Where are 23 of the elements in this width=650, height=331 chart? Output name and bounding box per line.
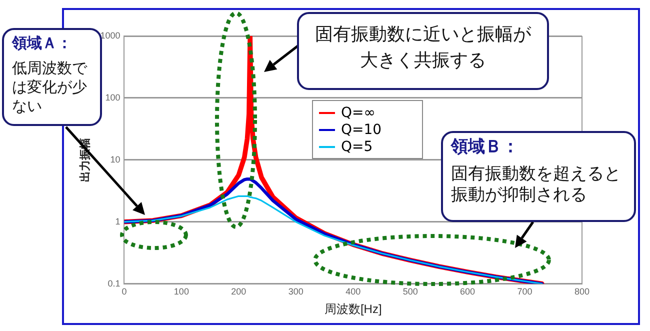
annotation: 領域Ｂ： [451,137,520,158]
x-tick-label: 600 [460,286,476,297]
x-tick-label: 400 [346,286,361,297]
y-tick-label: 10 [110,154,120,164]
x-tick-label: 200 [231,286,246,297]
x-tick-label: 0 [122,286,127,297]
text: 低周波数では変化が少ない [12,59,88,116]
legend-label: Q=∞ [341,104,376,120]
y-tick-label: 1000 [100,30,120,40]
annotation: 固有振動数を超えると振動が抑制される [451,164,622,206]
x-tick-label: 500 [402,286,418,297]
y-tick-label: 0.1 [108,278,120,288]
x-tick-label: 100 [174,286,189,297]
text: 領域Ａ： [12,34,73,53]
x-tick-label: 300 [288,286,304,297]
x-axis-title: 周波数[Hz] [324,302,382,316]
legend-label: Q=10 [341,122,382,138]
x-tick-label: 700 [517,286,532,297]
x-tick-label: 800 [574,286,590,297]
annotation: 固有振動数に近いと振幅が大きく共振する [314,23,532,73]
legend-label: Q=5 [341,138,373,154]
y-tick-label: 1 [115,216,120,226]
y-tick-label: 100 [105,92,120,102]
